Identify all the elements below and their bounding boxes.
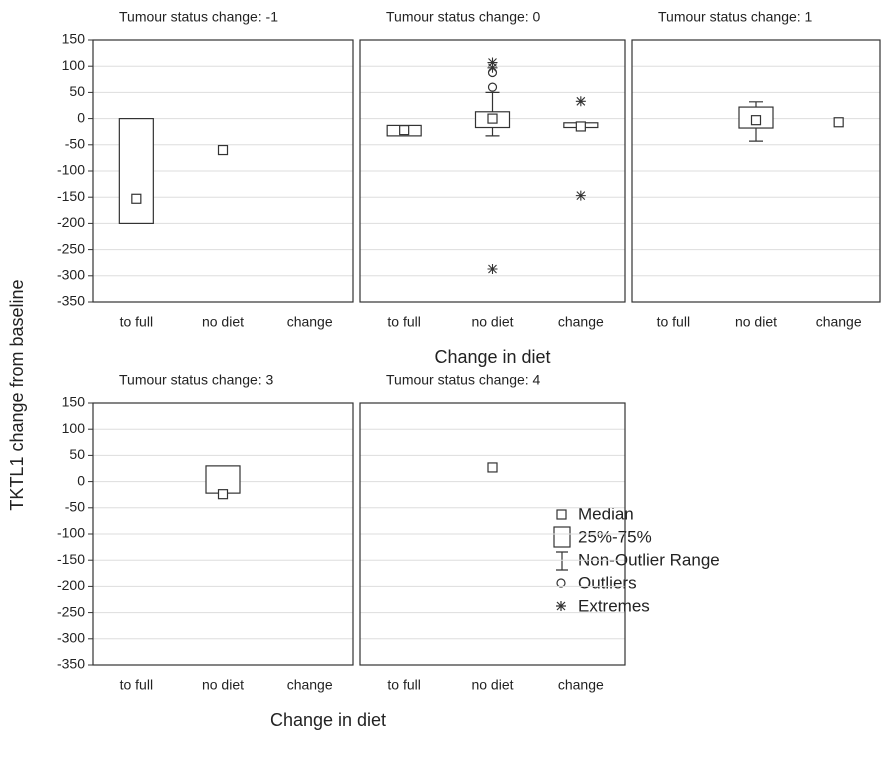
median — [487, 462, 498, 473]
legend-label: Median — [578, 504, 634, 523]
extreme — [575, 96, 586, 107]
x-tick-label: change — [287, 677, 333, 693]
legend-box-symbol — [553, 526, 571, 548]
median — [750, 115, 762, 126]
panel-frame — [92, 39, 354, 303]
legend-label: 25%-75% — [578, 527, 652, 546]
median — [575, 121, 586, 132]
x-tick-label: no diet — [202, 677, 244, 693]
extreme — [487, 62, 498, 73]
panel-frame — [631, 39, 881, 303]
x-tick-label: change — [558, 314, 604, 330]
y-tick-label: 150 — [62, 31, 86, 47]
x-tick-label: to full — [120, 314, 153, 330]
y-tick-label: 150 — [62, 394, 86, 410]
median — [217, 489, 229, 500]
x-axis-label: Change in diet — [434, 347, 550, 367]
x-tick-label: to full — [387, 314, 420, 330]
legend-median-symbol — [556, 509, 567, 520]
x-tick-label: no diet — [471, 677, 513, 693]
y-tick-label: -300 — [57, 267, 85, 283]
y-tick-label: 0 — [77, 472, 85, 488]
legend-outlier-symbol — [556, 578, 566, 588]
x-tick-label: no diet — [735, 314, 777, 330]
median — [217, 144, 229, 156]
y-tick-label: 50 — [69, 83, 85, 99]
median — [487, 113, 498, 124]
panel-title: Tumour status change: -1 — [119, 9, 278, 25]
y-tick-label: -150 — [57, 551, 85, 567]
y-tick-label: -50 — [65, 136, 85, 152]
extreme — [575, 190, 586, 201]
x-axis-label: Change in diet — [270, 710, 386, 730]
y-tick-label: -350 — [57, 293, 85, 309]
legend-label: Extremes — [578, 596, 650, 615]
y-axis-label: TKTL1 change from baseline — [7, 279, 27, 510]
y-tick-label: -300 — [57, 630, 85, 646]
y-tick-label: 100 — [62, 420, 86, 436]
extreme — [487, 263, 498, 274]
legend-extreme-symbol — [556, 601, 566, 611]
legend-whisker-symbol — [556, 551, 568, 571]
x-tick-label: no diet — [471, 314, 513, 330]
y-tick-label: 100 — [62, 57, 86, 73]
x-tick-label: to full — [657, 314, 690, 330]
y-tick-label: -100 — [57, 162, 85, 178]
legend-label: Non-Outlier Range — [578, 550, 720, 569]
x-tick-label: to full — [387, 677, 420, 693]
box — [205, 465, 241, 494]
panel-frame — [359, 402, 626, 666]
panel-frame — [92, 402, 354, 666]
median — [131, 193, 142, 204]
panel-title: Tumour status change: 1 — [658, 9, 813, 25]
box — [118, 117, 154, 225]
x-tick-label: no diet — [202, 314, 244, 330]
x-tick-label: change — [287, 314, 333, 330]
legend — [553, 509, 571, 611]
panel-frame — [359, 39, 626, 303]
median — [399, 125, 410, 136]
y-tick-label: -350 — [57, 656, 85, 672]
extreme — [487, 57, 498, 68]
x-tick-label: to full — [120, 677, 153, 693]
y-tick-label: -200 — [57, 577, 85, 593]
y-tick-label: -250 — [57, 603, 85, 619]
panel-title: Tumour status change: 0 — [386, 9, 541, 25]
outlier — [487, 82, 498, 92]
y-tick-label: 50 — [69, 446, 85, 462]
x-tick-label: change — [816, 314, 862, 330]
y-tick-label: 0 — [77, 109, 85, 125]
panel-title: Tumour status change: 4 — [386, 372, 541, 388]
y-tick-label: -150 — [57, 188, 85, 204]
median — [833, 117, 844, 128]
legend-label: Outliers — [578, 573, 637, 592]
x-tick-label: change — [558, 677, 604, 693]
y-tick-label: -250 — [57, 240, 85, 256]
y-tick-label: -200 — [57, 214, 85, 230]
panel-title: Tumour status change: 3 — [119, 372, 274, 388]
y-tick-label: -100 — [57, 525, 85, 541]
y-tick-label: -50 — [65, 499, 85, 515]
